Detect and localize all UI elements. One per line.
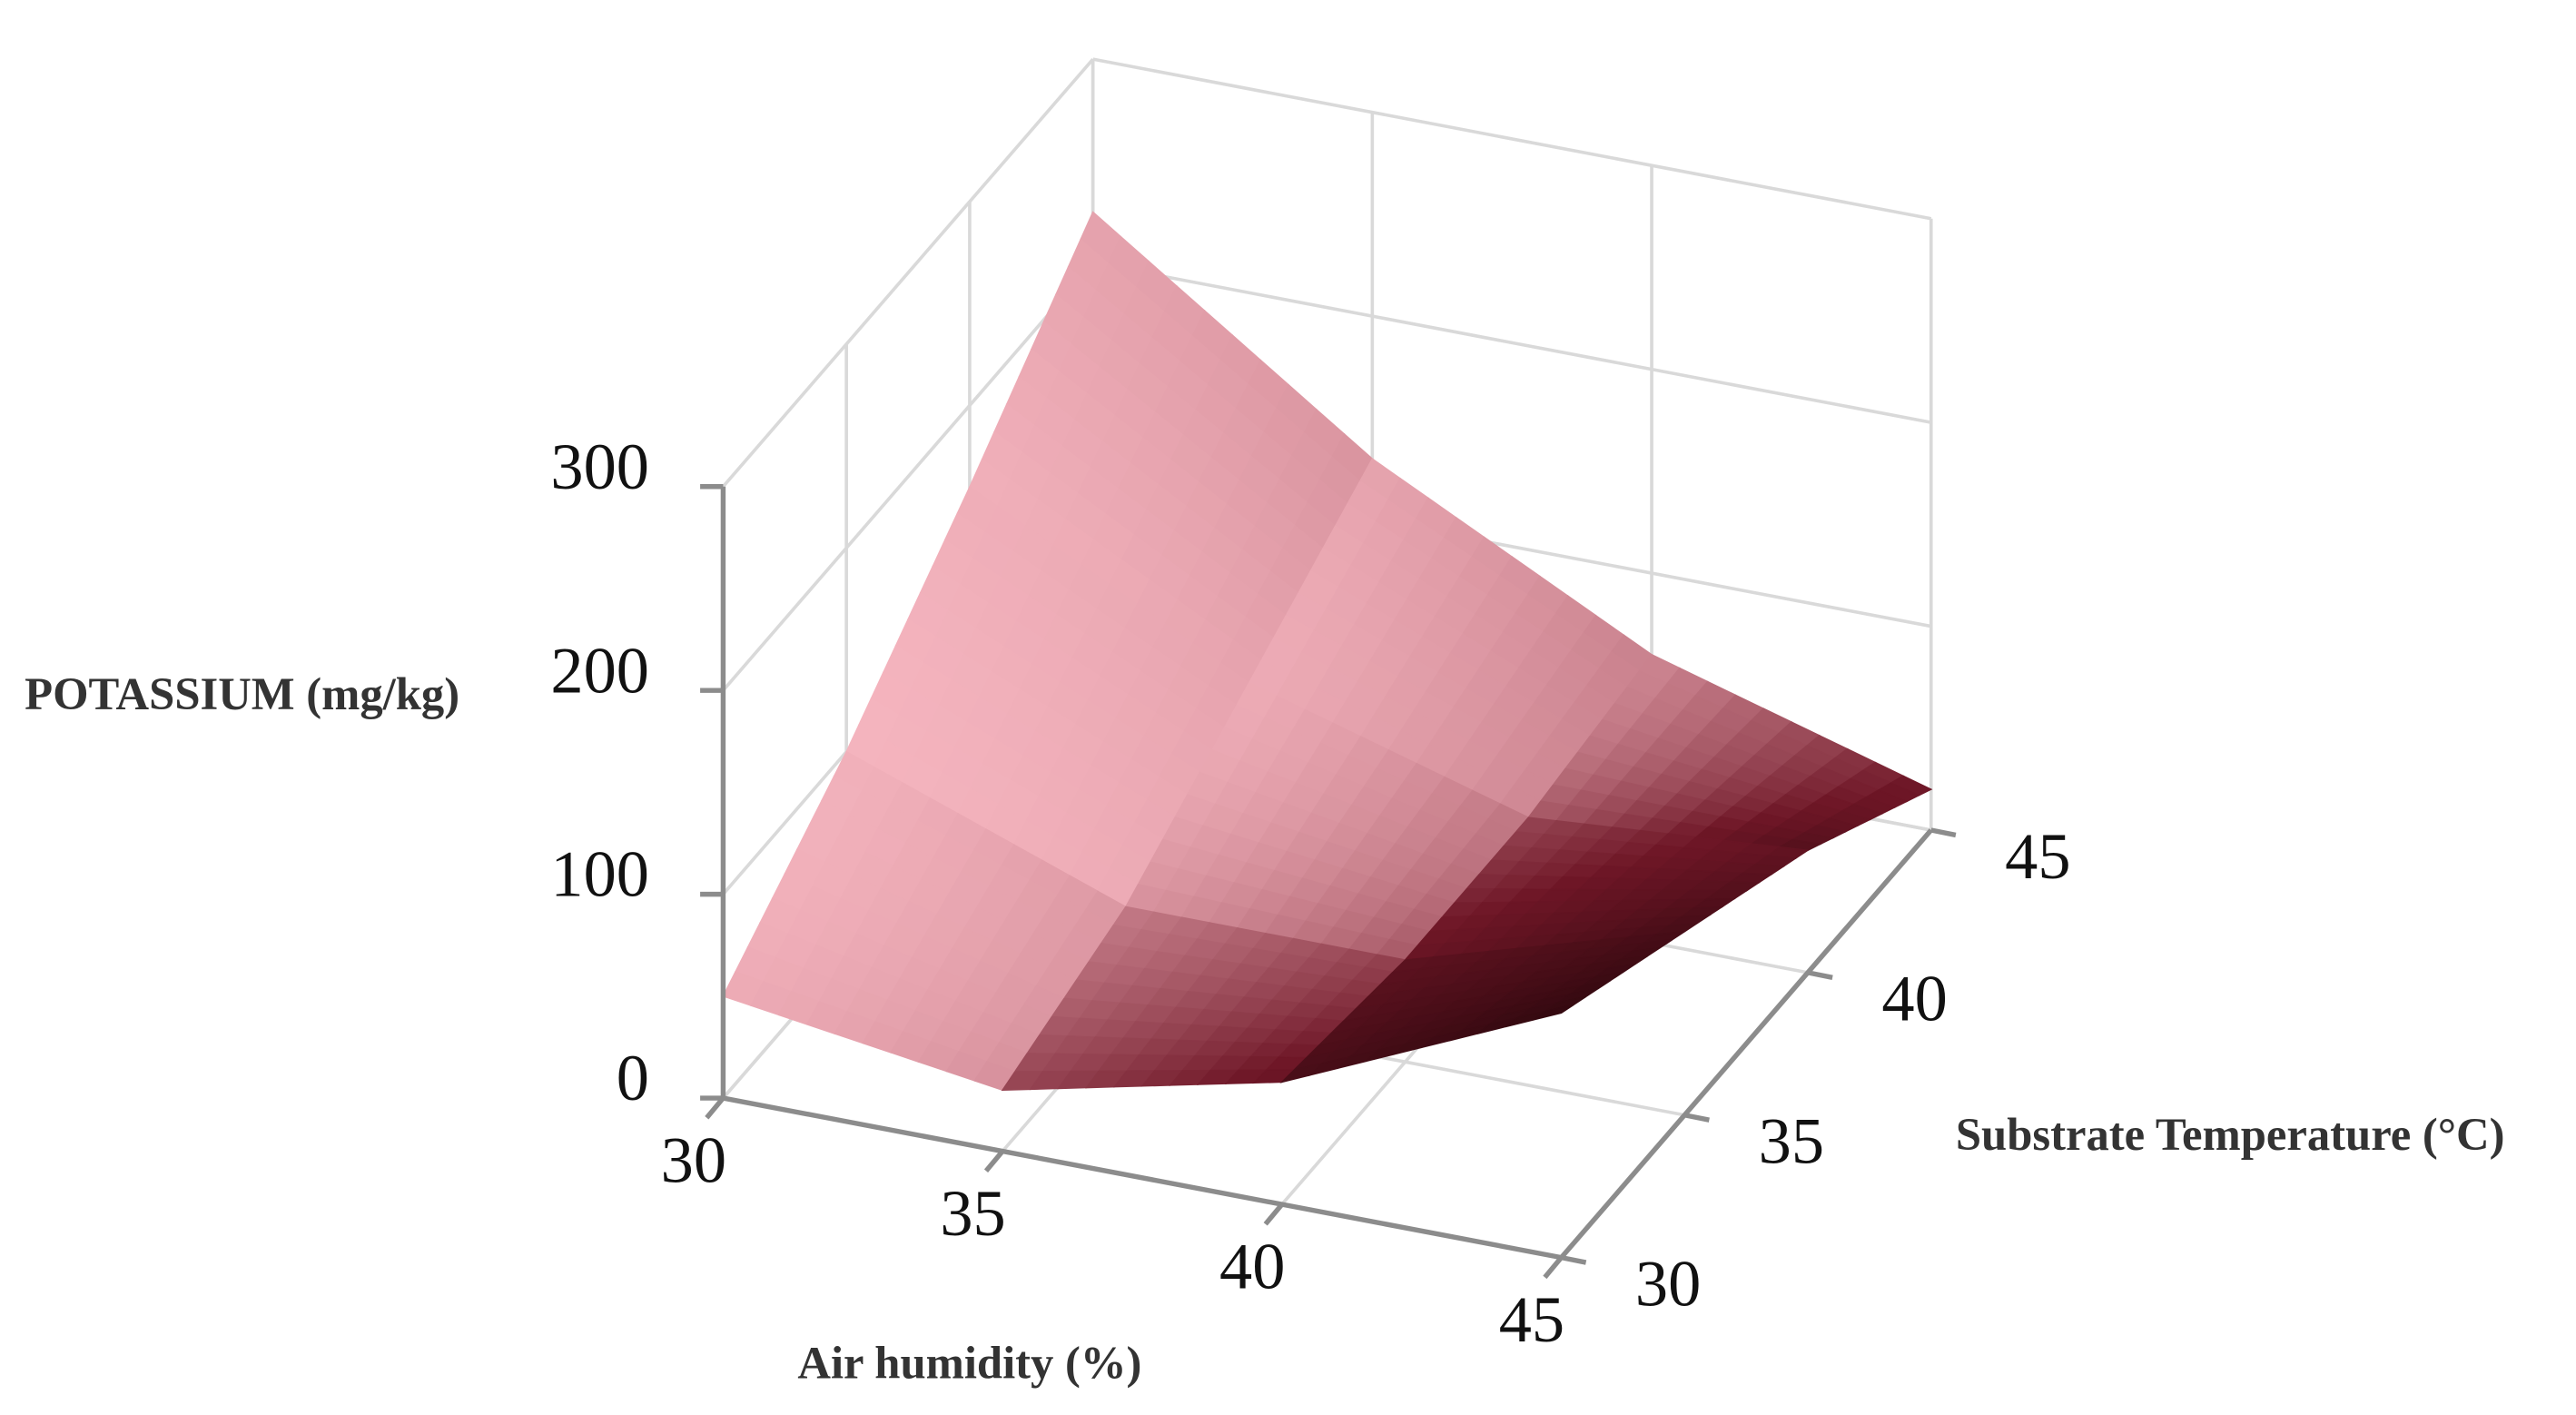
- z-tick-label: 200: [550, 633, 649, 707]
- z-tick-label: 100: [550, 837, 649, 911]
- y-tick-label: 30: [1635, 1246, 1701, 1320]
- grid-line: [1092, 57, 1932, 221]
- y-tick: [1930, 827, 1957, 838]
- y-tick-label: 45: [2005, 819, 2070, 893]
- x-tick-label: 35: [940, 1176, 1005, 1250]
- y-tick: [1807, 970, 1833, 980]
- y-tick: [1683, 1113, 1710, 1123]
- y-tick-label: 40: [1881, 962, 1947, 1035]
- z-tick-label: 300: [550, 430, 649, 503]
- x-axis-title: Air humidity (%): [797, 1337, 1141, 1388]
- surface: [722, 211, 1933, 1092]
- x-tick: [705, 1096, 725, 1120]
- x-tick: [1263, 1202, 1284, 1226]
- x-tick-label: 40: [1219, 1230, 1285, 1303]
- y-tick-label: 35: [1759, 1104, 1824, 1178]
- x-tick: [1543, 1255, 1564, 1280]
- x-axis-line: [722, 1095, 1563, 1261]
- z-axis-title: POTASSIUM (mg/kg): [25, 668, 459, 719]
- grid-line: [722, 57, 1095, 488]
- x-tick-label: 30: [661, 1123, 726, 1197]
- x-tick: [983, 1149, 1005, 1173]
- axes: 0 100 200 300 30 35 40 45 30 35 40 45: [550, 430, 2070, 1356]
- y-axis-line: [1559, 828, 1933, 1260]
- surface-patch: [1533, 1004, 1574, 1021]
- x-tick-label: 45: [1499, 1282, 1564, 1356]
- grid-line: [722, 262, 1095, 692]
- grid-line: [1092, 261, 1932, 424]
- y-tick: [1560, 1254, 1587, 1265]
- y-axis-title: Substrate Temperature (°C): [1956, 1109, 2505, 1160]
- z-tick-label: 0: [617, 1041, 649, 1114]
